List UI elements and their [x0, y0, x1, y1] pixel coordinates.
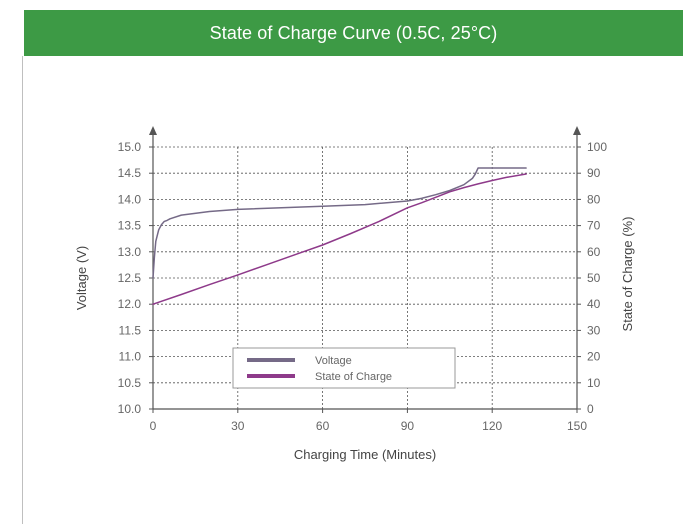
x-tick-label: 150 [567, 419, 587, 433]
chart-title: State of Charge Curve (0.5C, 25°C) [209, 22, 498, 43]
y2-tick-label: 20 [587, 350, 601, 364]
y-tick-label: 14.5 [118, 166, 142, 180]
x-tick-label: 30 [231, 419, 245, 433]
y2-tick-label: 70 [587, 219, 601, 233]
series-line-soc [152, 173, 527, 305]
chart-title-banner: State of Charge Curve (0.5C, 25°C) [24, 10, 683, 56]
x-tick-label: 0 [150, 419, 157, 433]
x-tick-label: 60 [316, 419, 330, 433]
y2-tick-label: 40 [587, 297, 601, 311]
y-axis-left-arrow-icon [149, 126, 157, 135]
y2-tick-label: 80 [587, 192, 601, 206]
axes-layer: 10.0 10.5 11.0 11.5 12.0 12.5 13.0 13.5 14.0 14.5… [118, 126, 607, 433]
y-tick-label: 11.0 [119, 350, 142, 364]
legend-label: Voltage [315, 355, 352, 367]
series-line-voltage [152, 167, 527, 279]
y-tick-label: 15.0 [118, 140, 142, 154]
x-tick-label: 120 [482, 419, 502, 433]
y2-tick-label: 50 [587, 271, 601, 285]
y-tick-label: 10.0 [118, 402, 142, 416]
y-axis-left-title: Voltage (V) [74, 246, 89, 310]
y-tick-label: 13.5 [118, 219, 142, 233]
y-axis-right-title: State of Charge (%) [620, 217, 635, 332]
legend: Voltage State of Charge [232, 347, 456, 389]
legend-label: State of Charge [315, 371, 392, 383]
y-axis-right-arrow-icon [573, 126, 581, 135]
y2-tick-label: 60 [587, 245, 601, 259]
frame-border [22, 56, 23, 524]
x-tick-label: 90 [401, 419, 415, 433]
y-tick-label: 13.0 [118, 245, 142, 259]
y2-tick-label: 10 [587, 376, 601, 390]
y-tick-label: 10.5 [118, 376, 142, 390]
y-tick-label: 11.5 [119, 323, 142, 337]
y-tick-label: 12.5 [118, 271, 142, 285]
y2-tick-label: 90 [587, 166, 601, 180]
y2-tick-label: 100 [587, 140, 607, 154]
x-axis-title: Charging Time (Minutes) [294, 447, 436, 462]
y2-tick-label: 30 [587, 323, 601, 337]
legend-box [232, 347, 456, 389]
y-tick-label: 14.0 [118, 192, 142, 206]
y2-tick-label: 0 [587, 402, 594, 416]
y-tick-label: 12.0 [118, 297, 142, 311]
series-layer [152, 167, 527, 305]
